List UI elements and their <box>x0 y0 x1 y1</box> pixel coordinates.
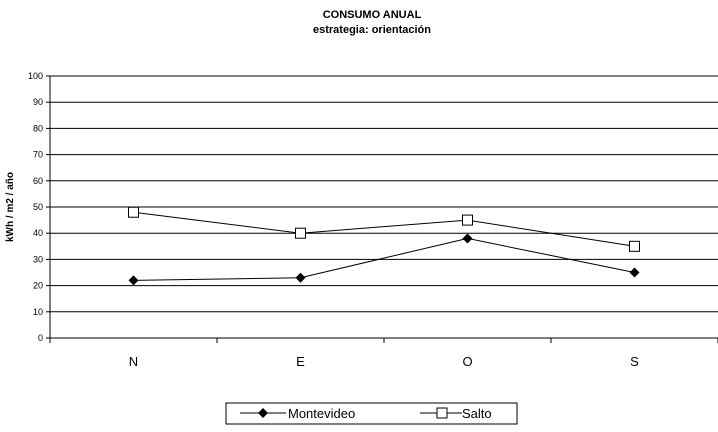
y-tick-label: 0 <box>38 333 43 343</box>
chart-subtitle: estrategia: orientación <box>313 24 431 36</box>
legend-label-montevideo: Montevideo <box>288 406 355 421</box>
data-point-montevideo <box>462 233 473 244</box>
data-point-salto <box>295 227 306 239</box>
y-tick-label: 20 <box>33 281 43 291</box>
legend-marker-diamond <box>258 408 268 418</box>
data-point-salto <box>629 240 640 252</box>
legend: Montevideo Salto <box>225 402 518 425</box>
y-axis-label: kWh / m2 / año <box>5 172 16 242</box>
y-tick-label: 40 <box>33 228 43 238</box>
x-tick-label: N <box>129 354 138 369</box>
x-tick-label: S <box>630 354 639 369</box>
y-tick-label: 60 <box>33 176 43 186</box>
y-tick-label: 30 <box>33 254 43 264</box>
x-tick-label: O <box>462 354 472 369</box>
series-group <box>128 206 640 286</box>
data-point-montevideo <box>629 267 640 278</box>
y-tick-label: 90 <box>33 97 43 107</box>
axes: 0 10 20 30 40 50 60 70 80 90 100 N E O S <box>28 71 718 369</box>
legend-label-salto: Salto <box>462 406 492 421</box>
y-tick-label: 80 <box>33 123 43 133</box>
series-line-salto <box>133 211 635 247</box>
legend-marker-square <box>436 407 448 419</box>
y-tick-label: 10 <box>33 307 43 317</box>
chart-title: CONSUMO ANUAL <box>323 9 422 21</box>
data-point-salto <box>462 214 473 226</box>
data-point-montevideo <box>128 275 139 286</box>
y-tick-label: 100 <box>28 71 43 81</box>
y-tick-label: 50 <box>33 202 43 212</box>
x-tick-label: E <box>296 354 305 369</box>
gridlines <box>50 75 718 313</box>
data-point-montevideo <box>295 272 306 283</box>
data-point-salto <box>128 206 139 218</box>
y-tick-label: 70 <box>33 150 43 160</box>
series-line-montevideo <box>133 237 635 281</box>
